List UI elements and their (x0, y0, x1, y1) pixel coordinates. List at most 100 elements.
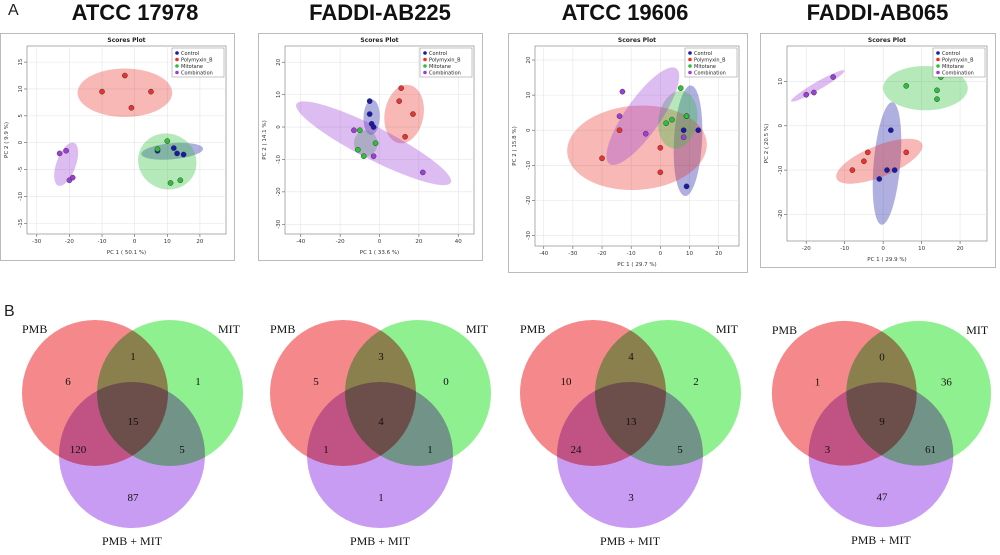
data-point-control (180, 151, 187, 158)
data-point-mitotane (164, 138, 171, 144)
y-tick-label: 0 (276, 125, 282, 129)
data-point-polymyxin (402, 133, 408, 140)
x-tick-label: 0 (881, 246, 885, 252)
legend-swatch-polymyxin (423, 57, 427, 62)
legend-label-polymyxin: Polymyxin_B (694, 57, 726, 63)
x-tick-label: -30 (568, 251, 577, 257)
legend-swatch-combination (175, 70, 179, 75)
legend-swatch-mitotane (936, 64, 940, 68)
legend-swatch-polymyxin (175, 57, 179, 62)
x-tick-label: -20 (598, 251, 607, 257)
venn-set-label-mit: MIT (218, 322, 241, 336)
x-tick-label: 20 (715, 251, 722, 257)
data-point-polymyxin (599, 155, 605, 162)
data-point-combination (680, 134, 687, 141)
legend-label-mitotane: Mitotane (942, 64, 964, 70)
y-tick-label: 20 (276, 58, 282, 65)
venn-count-pmb-only: 5 (313, 376, 319, 388)
y-tick-label: 10 (276, 91, 282, 98)
data-point-mitotane (903, 83, 910, 89)
x-axis-label: PC 1 ( 33.6 %) (360, 250, 399, 256)
venn-count-mit-only: 2 (693, 376, 699, 388)
legend-label-combination: Combination (942, 70, 974, 76)
data-point-combination (619, 88, 626, 95)
x-tick-label: 0 (133, 239, 137, 245)
data-point-combination (420, 169, 426, 176)
data-point-combination (642, 130, 649, 137)
x-axis-label: PC 1 ( 50.1 %) (107, 250, 146, 256)
data-point-mitotane (154, 146, 161, 152)
data-point-control (171, 145, 177, 151)
legend-swatch-mitotane (688, 64, 692, 68)
legend-swatch-control (175, 51, 179, 55)
y-axis-label: PC 2 ( 20.5 %) (764, 124, 770, 163)
data-point-control (366, 111, 373, 117)
venn-svg: PMB MIT PMB + MIT 1 0 36 9 3 61 47 (771, 320, 992, 547)
data-point-mitotane (669, 116, 675, 123)
y-tick-label: -10 (526, 160, 532, 169)
legend-box (684, 47, 738, 78)
plot-title: Scores Plot (618, 37, 656, 44)
data-point-control (884, 167, 890, 173)
strain-title-3: ATCC 19606 (561, 0, 689, 25)
confidence-ellipse-polymyxin (836, 138, 923, 184)
data-point-combination (69, 174, 76, 181)
x-tick-label: -10 (627, 251, 636, 257)
x-tick-label: -20 (336, 239, 345, 245)
venn-count-pmb-comb: 24 (571, 444, 583, 456)
data-point-combination (56, 150, 63, 157)
venn-count-pmb-comb: 3 (825, 444, 831, 456)
legend-swatch-polymyxin (936, 57, 940, 62)
venn-set-label-pmb: PMB (772, 323, 797, 337)
data-point-combination (63, 147, 69, 154)
venn-circle-pmb-mit (59, 382, 205, 528)
venn-set-label-pmb: PMB (520, 322, 545, 336)
venn-svg: PMB MIT PMB + MIT 6 1 1 15 120 5 87 (22, 320, 243, 548)
venn-set-label-mit: MIT (716, 322, 739, 336)
y-tick-label: -10 (276, 154, 282, 163)
data-point-polymyxin (122, 72, 128, 79)
venn-count-comb-only: 3 (628, 492, 634, 504)
venn-set-label-mit: MIT (466, 322, 489, 336)
y-tick-label: -15 (18, 218, 24, 227)
confidence-ellipse-polymyxin (77, 68, 173, 117)
venn-count-all: 4 (378, 416, 384, 428)
y-tick-label: -30 (276, 219, 282, 228)
venn-set-label-pmb: PMB (270, 322, 295, 336)
y-tick-label: 10 (526, 91, 532, 98)
data-point-control (891, 167, 898, 173)
y-tick-label: 10 (778, 77, 784, 84)
data-point-mitotane (357, 127, 363, 134)
venn-count-mit-comb: 5 (179, 444, 185, 456)
legend-label-combination: Combination (181, 70, 213, 76)
venn-count-comb-only: 47 (877, 491, 888, 503)
venn-count-mit-comb: 5 (677, 444, 683, 456)
data-point-control (683, 183, 690, 190)
data-point-polymyxin (410, 111, 416, 117)
confidence-ellipse-polymyxin (384, 84, 424, 144)
data-point-polymyxin (657, 169, 664, 176)
venn-count-all: 13 (626, 416, 638, 428)
legend-label-combination: Combination (694, 70, 726, 76)
venn-count-mit-comb: 61 (925, 444, 936, 456)
legend-swatch-control (688, 51, 692, 55)
x-tick-label: 10 (686, 251, 693, 257)
venn-count-mit-only: 1 (195, 376, 201, 388)
data-point-control (695, 127, 701, 134)
y-tick-label: -20 (526, 195, 532, 204)
data-point-combination (830, 74, 836, 80)
plot-title: Scores Plot (107, 37, 145, 44)
x-axis-label: PC 1 ( 29.9 %) (867, 257, 906, 263)
x-tick-label: -20 (802, 246, 811, 252)
data-point-mitotane (934, 96, 940, 102)
pca-plot-2: Scores Plot -40 -20 0 20 40 20 10 0 -10 -20 -30 PC 1… (258, 33, 483, 261)
venn-count-pmb-only: 1 (815, 376, 820, 388)
data-point-control (888, 127, 894, 134)
data-point-polymyxin (864, 149, 871, 156)
x-tick-label: 40 (455, 239, 462, 245)
x-tick-label: 20 (196, 239, 203, 245)
venn-diagram-1: PMB MIT PMB + MIT 6 1 1 15 120 5 87 (10, 305, 250, 550)
data-point-polymyxin (99, 88, 105, 95)
venn-circle-pmb-mit (557, 382, 703, 528)
legend-label-mitotane: Mitotane (429, 64, 451, 70)
